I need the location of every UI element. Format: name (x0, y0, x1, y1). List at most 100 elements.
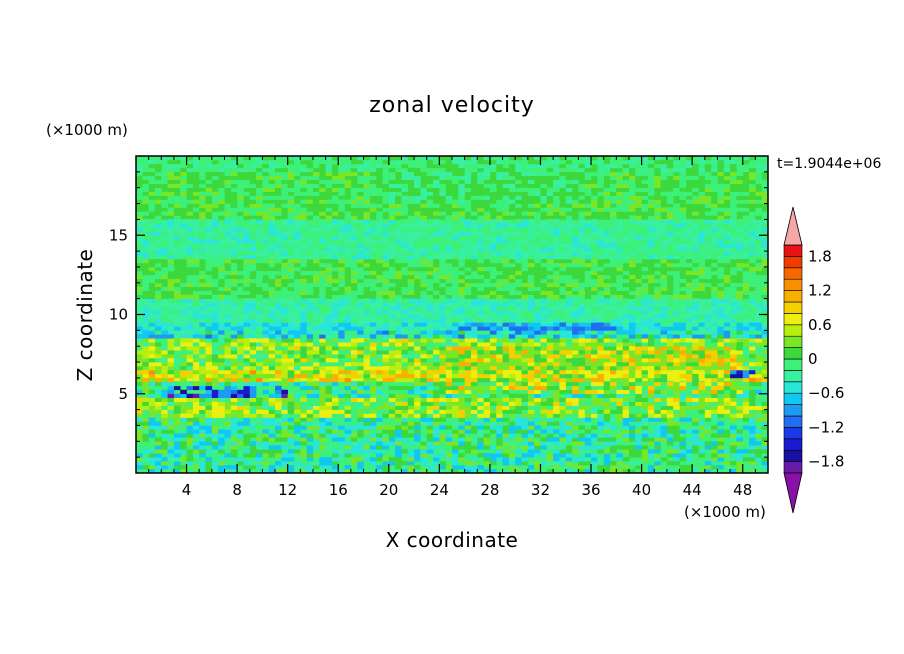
field-cell (230, 334, 238, 339)
field-cell (363, 358, 371, 363)
field-cell (142, 211, 149, 216)
field-cell (489, 298, 497, 303)
field-cell (338, 239, 345, 244)
field-cell (136, 465, 143, 470)
field-cell (388, 409, 396, 414)
field-cell (186, 211, 194, 216)
field-cell (192, 251, 200, 256)
field-cell (502, 262, 510, 268)
field-cell (597, 354, 604, 359)
field-cell (502, 413, 510, 418)
field-cell (730, 409, 737, 414)
field-cell (211, 259, 219, 264)
field-cell (344, 262, 352, 268)
field-cell (540, 306, 548, 311)
field-cell (452, 342, 459, 347)
field-cell (572, 322, 579, 327)
field-cell (603, 421, 611, 426)
field-cell (154, 377, 162, 383)
field-cell (641, 310, 649, 315)
field-cell (559, 366, 567, 371)
field-cell (388, 290, 396, 295)
field-cell (483, 461, 491, 466)
field-cell (439, 346, 446, 351)
field-cell (610, 255, 617, 260)
field-cell (641, 409, 649, 414)
field-cell (698, 366, 706, 371)
field-cell (268, 401, 276, 406)
field-cell (344, 219, 352, 224)
field-cell (496, 409, 503, 414)
field-cell (237, 457, 244, 462)
field-cell (388, 369, 396, 375)
field-cell (237, 381, 244, 387)
field-cell (508, 354, 516, 359)
field-cell (407, 330, 415, 335)
field-cell (237, 302, 244, 307)
field-cell (249, 231, 257, 236)
field-cell (180, 298, 187, 303)
field-cell (565, 227, 573, 232)
field-cell (736, 239, 744, 244)
field-cell (142, 227, 149, 232)
field-cell (173, 405, 181, 410)
field-cell (742, 465, 750, 470)
field-cell (502, 354, 510, 359)
field-cell (723, 369, 731, 375)
field-cell (565, 453, 573, 458)
field-cell (331, 298, 339, 303)
field-cell (192, 239, 200, 244)
field-cell (559, 211, 567, 216)
field-cell (338, 322, 345, 327)
field-cell (755, 350, 762, 355)
field-cell (452, 453, 459, 458)
field-cell (237, 389, 244, 395)
field-cell (262, 377, 270, 383)
field-cell (256, 294, 263, 299)
field-cell (199, 433, 206, 438)
field-cell (635, 251, 642, 256)
field-cell (136, 270, 143, 276)
field-cell (243, 449, 251, 454)
field-cell (616, 302, 623, 307)
field-cell (180, 310, 187, 315)
field-cell (534, 306, 541, 311)
field-cell (723, 453, 731, 458)
field-cell (572, 302, 579, 307)
field-cell (622, 282, 630, 288)
field-cell (742, 385, 750, 391)
field-cell (357, 461, 364, 466)
field-cell (603, 358, 611, 363)
field-cell (452, 306, 459, 311)
field-cell (173, 278, 181, 284)
field-cell (256, 278, 263, 284)
field-cell (470, 294, 478, 299)
field-cell (319, 282, 326, 288)
field-cell (502, 227, 510, 232)
field-cell (148, 255, 156, 260)
field-cell (312, 262, 320, 268)
field-cell (559, 465, 567, 470)
field-cell (610, 469, 617, 473)
field-cell (230, 282, 238, 288)
field-cell (211, 334, 219, 339)
field-cell (673, 278, 680, 284)
field-cell (647, 413, 655, 418)
field-cell (761, 235, 768, 240)
field-cell (256, 377, 263, 383)
field-cell (527, 350, 535, 355)
field-cell (433, 310, 440, 315)
field-cell (249, 421, 257, 426)
field-cell (477, 290, 484, 295)
field-cell (641, 433, 649, 438)
field-cell (357, 354, 364, 359)
field-cell (622, 223, 630, 228)
field-cell (268, 397, 276, 402)
field-cell (325, 318, 333, 323)
field-cell (546, 259, 554, 264)
field-cell (616, 417, 623, 422)
field-cell (350, 397, 358, 402)
field-cell (249, 262, 257, 268)
field-cell (294, 211, 301, 216)
field-cell (249, 302, 257, 307)
